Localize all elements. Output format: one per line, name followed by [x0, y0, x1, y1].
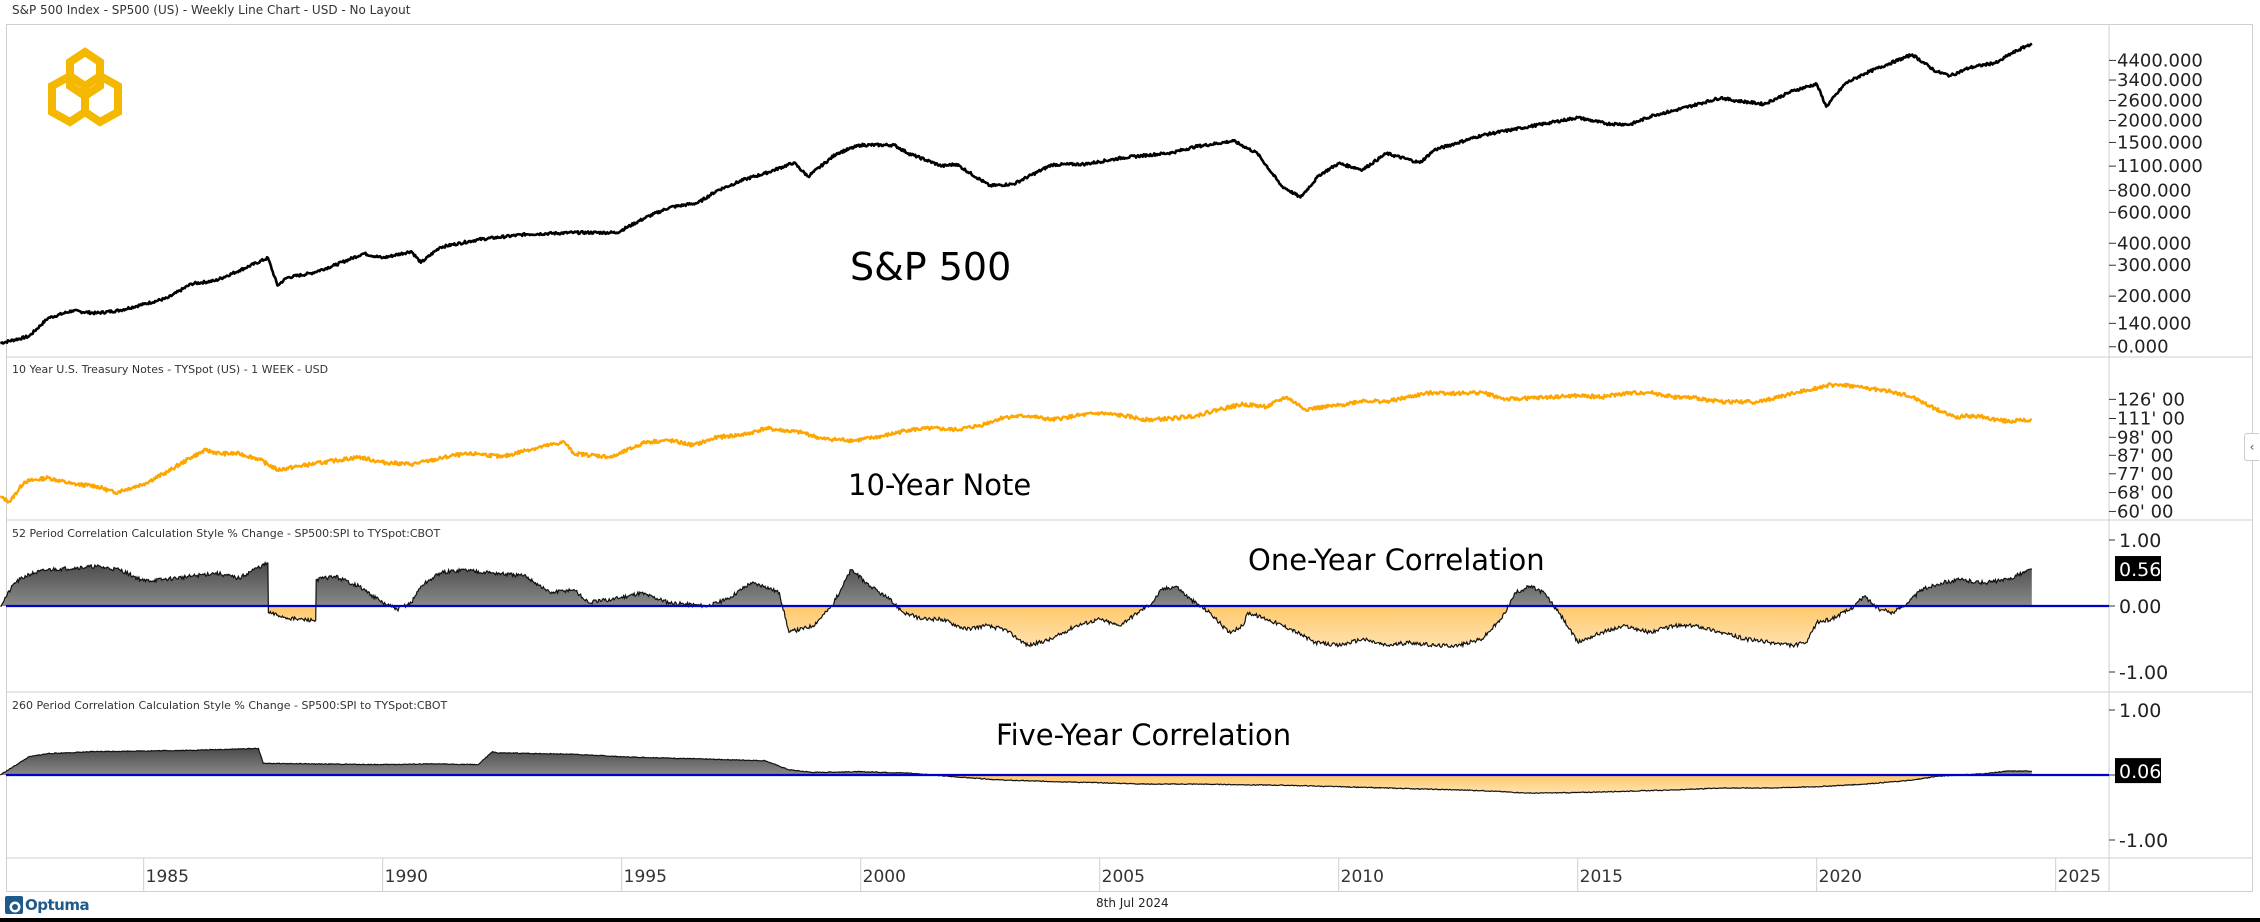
y-tick-label: 126' 00	[2117, 389, 2185, 410]
x-tick-label: 2005	[1102, 867, 1145, 887]
sp500-annotation: S&P 500	[850, 245, 1012, 289]
y-tick-label: 1.00	[2119, 530, 2161, 552]
y-tick-label: 0.00	[2119, 596, 2161, 618]
x-tick-label: 1985	[146, 867, 189, 887]
y-tick-label: 140.000	[2117, 313, 2191, 334]
one-year-corr-panel-title: 52 Period Correlation Calculation Style …	[12, 527, 441, 540]
one-year-corr-line[interactable]	[0, 560, 2032, 649]
x-tick-label: 2025	[2058, 867, 2101, 887]
y-tick-label: 87' 00	[2117, 445, 2173, 466]
y-tick-label: 98' 00	[2117, 427, 2173, 448]
optuma-brand-text: Optuma	[25, 896, 90, 914]
last-value-label: 0.06	[2119, 761, 2161, 783]
last-value-label: 0.56	[2119, 559, 2161, 581]
five-year-corr-annotation: Five-Year Correlation	[996, 718, 1292, 752]
five-year-corr-negative-area	[0, 775, 2032, 794]
y-tick-label: 400.000	[2117, 233, 2191, 254]
y-tick-label: 2600.000	[2117, 91, 2203, 112]
x-tick-label: 2020	[1819, 867, 1862, 887]
five-year-corr-line[interactable]	[0, 747, 2032, 795]
tnote-series-line[interactable]	[0, 382, 2033, 504]
last-value-badge	[2115, 758, 2161, 784]
y-tick-label: 200.000	[2117, 286, 2191, 307]
y-tick-label: 111' 00	[2117, 408, 2185, 429]
y-tick-label: 600.000	[2117, 202, 2191, 223]
y-tick-label: 2000.000	[2117, 111, 2203, 132]
chart-header-title: S&P 500 Index - SP500 (US) - Weekly Line…	[12, 3, 411, 17]
collapse-panel-button[interactable]: ‹	[2244, 433, 2259, 461]
optuma-brand: Optuma	[5, 896, 90, 914]
x-tick-label: 2010	[1341, 867, 1384, 887]
brand-logo-icon	[48, 47, 122, 127]
y-tick-label: 1.00	[2119, 700, 2161, 722]
one-year-corr-negative-area	[0, 606, 2032, 648]
optuma-logo-icon	[5, 896, 23, 914]
five-year-corr-panel-title: 260 Period Correlation Calculation Style…	[12, 699, 448, 712]
one-year-corr-annotation: One-Year Correlation	[1248, 543, 1545, 577]
five-year-corr-positive-area	[0, 748, 2032, 775]
last-value-badge	[2115, 556, 2161, 582]
sp500-series-line[interactable]	[0, 42, 2033, 345]
y-tick-label: 1500.000	[2117, 132, 2203, 153]
bottom-bar	[0, 918, 2260, 922]
y-tick-label: 3400.000	[2117, 70, 2203, 91]
chevron-left-icon: ‹	[2249, 440, 2255, 454]
x-tick-label: 1995	[624, 867, 667, 887]
one-year-corr-positive-area	[0, 562, 2032, 606]
tnote-annotation: 10-Year Note	[848, 468, 1032, 502]
x-tick-label: 1990	[385, 867, 428, 887]
y-tick-label: 1100.000	[2117, 156, 2203, 177]
y-tick-label: 0.000	[2117, 337, 2169, 358]
x-tick-label: 2000	[863, 867, 906, 887]
footer-date: 8th Jul 2024	[1096, 896, 1169, 910]
tnote-panel-title: 10 Year U.S. Treasury Notes - TYSpot (US…	[12, 363, 329, 376]
y-tick-label: -1.00	[2119, 830, 2168, 852]
x-tick-label: 2015	[1580, 867, 1623, 887]
y-tick-label: 77' 00	[2117, 464, 2173, 485]
y-tick-label: 800.000	[2117, 180, 2191, 201]
y-tick-label: -1.00	[2119, 662, 2168, 684]
y-tick-label: 60' 00	[2117, 501, 2173, 522]
y-tick-label: 4400.000	[2117, 50, 2203, 71]
y-tick-label: 300.000	[2117, 255, 2191, 276]
y-tick-label: 68' 00	[2117, 483, 2173, 504]
